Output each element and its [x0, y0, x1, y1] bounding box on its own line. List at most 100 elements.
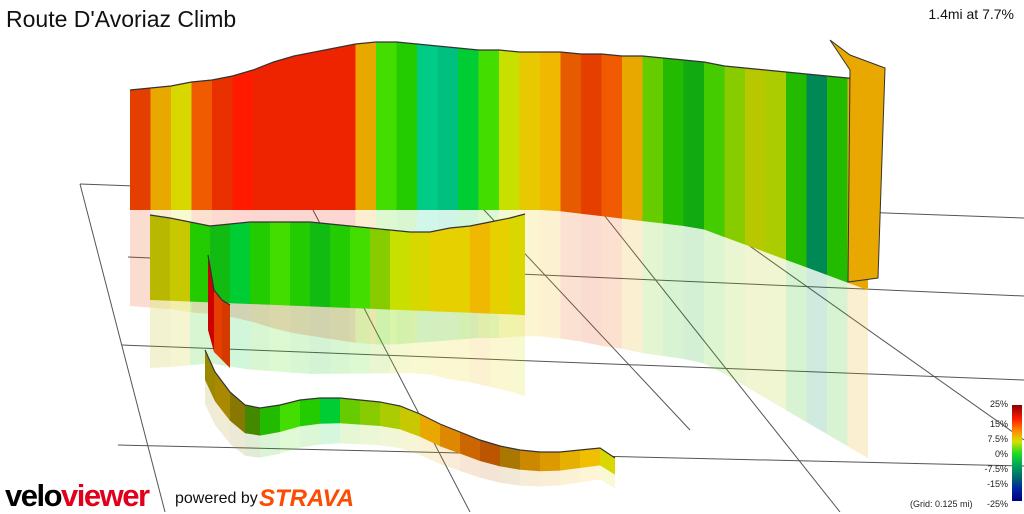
- logo-velo: velo: [5, 478, 63, 513]
- legend-tick-0: 0%: [994, 449, 1008, 459]
- snake-wall-reflection: [440, 446, 460, 471]
- snake-wall-reflection: [400, 429, 420, 456]
- snake-wall: [580, 448, 600, 468]
- front-wall-reflection: [370, 308, 390, 374]
- back-wall: [786, 72, 807, 268]
- snake-wall: [320, 398, 340, 424]
- back-wall: [253, 62, 274, 210]
- front-wall: [350, 226, 370, 309]
- snake-wall-reflection: [280, 426, 300, 454]
- front-wall: [190, 222, 210, 303]
- link-wall: [222, 300, 230, 368]
- front-wall: [490, 218, 510, 315]
- front-wall: [170, 218, 190, 302]
- back-wall-reflection: [560, 211, 581, 342]
- snake-wall: [380, 402, 400, 430]
- snake-wall: [480, 440, 500, 467]
- snake-wall: [245, 405, 260, 436]
- back-wall-edge: [129, 41, 869, 91]
- snake-wall-reflection: [460, 453, 480, 478]
- snake-wall-reflection: [205, 380, 215, 425]
- front-wall: [230, 222, 250, 304]
- back-wall: [560, 52, 581, 214]
- grid-scale-note: (Grid: 0.125 mi): [910, 499, 973, 509]
- legend-tick-neg-25: -25%: [986, 499, 1008, 509]
- front-wall: [430, 228, 450, 312]
- snake-wall-reflection: [300, 423, 320, 448]
- front-wall: [270, 222, 290, 306]
- front-wall-reflection: [450, 312, 470, 383]
- back-wall: [683, 60, 704, 230]
- snake-wall: [300, 398, 320, 427]
- back-wall: [376, 42, 397, 210]
- snake-wall-reflection: [260, 432, 280, 458]
- snake-wall-reflection: [480, 461, 500, 483]
- front-wall-reflection: [230, 303, 250, 370]
- front-wall-reflection: [290, 305, 310, 374]
- snake-wall: [440, 424, 460, 454]
- front-wall-edge: [149, 213, 526, 233]
- snake-wall-reflection: [360, 424, 380, 446]
- snake-wall-reflection: [560, 468, 580, 486]
- grid-line: [599, 209, 841, 512]
- front-wall: [450, 226, 470, 313]
- back-wall: [212, 76, 233, 210]
- snake-wall-reflection: [245, 433, 260, 458]
- front-wall: [250, 222, 270, 305]
- snake-wall: [600, 448, 615, 475]
- snake-wall-reflection: [380, 426, 400, 449]
- back-wall-reflection: [724, 237, 745, 386]
- climb-summary: 1.4mi at 7.7%: [928, 6, 1014, 22]
- snake-wall: [560, 450, 580, 471]
- front-wall: [370, 228, 390, 310]
- front-wall: [330, 224, 350, 308]
- back-wall-reflection: [540, 210, 561, 339]
- snake-wall-reflection: [215, 401, 230, 444]
- back-wall: [314, 48, 335, 210]
- back-wall-reflection: [806, 267, 827, 435]
- snake-wall-reflection: [580, 465, 600, 483]
- back-wall-reflection: [663, 223, 684, 359]
- snake-wall: [500, 446, 520, 470]
- legend-tick-15: 15%: [989, 419, 1008, 429]
- legend-tick-neg-15: -15%: [986, 479, 1008, 489]
- snake-wall: [540, 452, 560, 472]
- back-wall: [519, 52, 540, 210]
- back-wall: [765, 70, 786, 260]
- strava-logo[interactable]: STRAVA: [259, 485, 355, 512]
- back-wall-reflection: [683, 226, 704, 364]
- back-wall-reflection: [847, 282, 868, 459]
- front-wall: [290, 222, 310, 307]
- back-wall-reflection: [581, 213, 602, 346]
- legend-tick-neg-7-5: -7.5%: [984, 464, 1008, 474]
- back-wall: [437, 46, 458, 210]
- front-wall: [310, 222, 330, 308]
- front-wall-reflection: [250, 304, 270, 372]
- back-wall-reflection: [130, 210, 151, 308]
- back-wall: [622, 56, 643, 222]
- veloviewer-logo[interactable]: veloviewer: [5, 478, 150, 514]
- back-wall: [663, 58, 684, 227]
- snake-wall-reflection: [420, 436, 440, 464]
- snake-wall-reflection: [540, 470, 560, 487]
- logo-viewer: viewer: [61, 478, 150, 513]
- snake-wall: [340, 398, 360, 425]
- snake-wall: [520, 450, 540, 472]
- snake-wall-reflection: [230, 420, 245, 456]
- front-wall-reflection: [270, 304, 290, 373]
- front-wall-reflection: [170, 300, 190, 368]
- back-wall: [150, 86, 171, 210]
- link-wall: [208, 255, 214, 352]
- back-wall: [171, 82, 192, 210]
- back-wall: [458, 48, 479, 210]
- front-wall-reflection: [350, 308, 370, 374]
- back-wall: [130, 88, 151, 210]
- back-wall: [417, 44, 438, 210]
- back-wall: [642, 56, 663, 224]
- link-wall: [214, 290, 222, 360]
- snake-wall-reflection: [500, 466, 520, 486]
- back-wall: [724, 66, 745, 245]
- back-wall: [335, 44, 356, 210]
- snake-wall-reflection: [520, 469, 540, 487]
- back-wall: [273, 56, 294, 210]
